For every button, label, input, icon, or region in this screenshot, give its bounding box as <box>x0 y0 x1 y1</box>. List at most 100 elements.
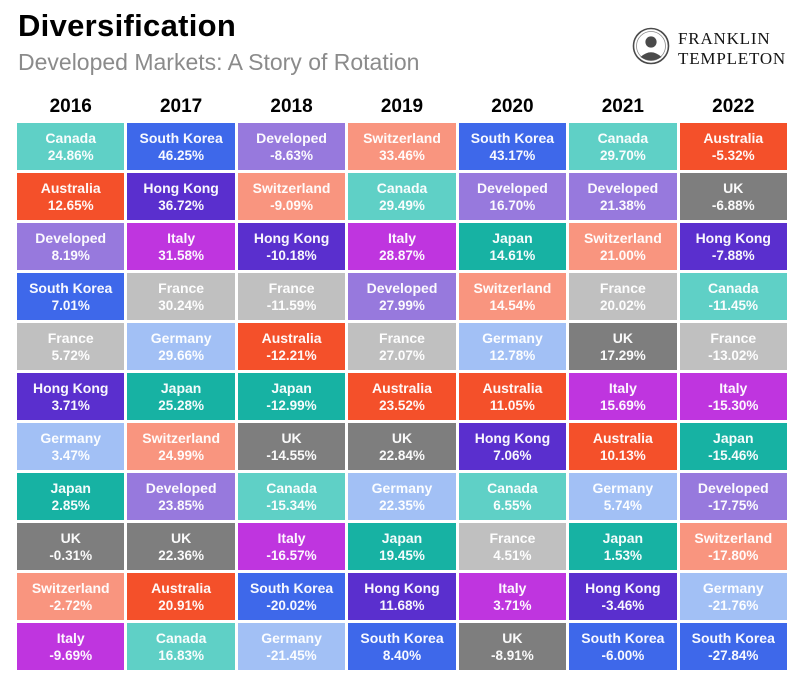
quilt-cell: Switzerland 33.46% <box>348 123 456 170</box>
quilt-cell: Australia 12.65% <box>17 173 125 220</box>
cell-value: 8.40% <box>382 647 422 663</box>
cell-country: Italy <box>608 379 637 396</box>
quilt-cell: Japan 1.53% <box>569 523 677 570</box>
cell-value: 23.85% <box>158 497 205 513</box>
cell-country: Switzerland <box>252 179 331 196</box>
cell-value: 16.70% <box>489 197 536 213</box>
franklin-portrait-icon <box>631 26 671 71</box>
cell-value: 8.19% <box>51 247 90 263</box>
cell-value: 19.45% <box>379 547 425 563</box>
cell-value: -3.46% <box>601 597 645 613</box>
cell-value: 22.84% <box>379 447 425 463</box>
cell-country: Hong Kong <box>253 229 330 246</box>
quilt-cell: UK -6.88% <box>679 173 787 220</box>
cell-value: -21.76% <box>708 597 759 613</box>
quilt-cell: Switzerland -17.80% <box>679 523 787 570</box>
quilt-cell: Japan 19.45% <box>348 523 456 570</box>
cell-country: UK <box>391 429 413 446</box>
cell-country: France <box>47 329 94 346</box>
cell-country: Switzerland <box>583 229 662 246</box>
quilt-cell: Developed 8.19% <box>17 223 125 270</box>
cell-country: Germany <box>482 329 543 346</box>
cell-value: -20.02% <box>266 597 317 613</box>
cell-value: 3.71% <box>51 397 90 413</box>
cell-value: 46.25% <box>158 147 205 163</box>
quilt-cell: Japan 25.28% <box>127 373 235 420</box>
cell-value: 4.51% <box>493 547 532 563</box>
cell-country: France <box>268 279 315 296</box>
cell-country: Hong Kong <box>33 379 109 396</box>
cell-value: -9.09% <box>270 197 313 213</box>
cell-country: Japan <box>271 379 312 396</box>
cell-country: Switzerland <box>142 429 221 446</box>
cell-country: Germany <box>702 579 764 596</box>
year-header: 2021 <box>601 96 644 117</box>
quilt-cell: South Korea -27.84% <box>679 623 787 670</box>
quilt-cell: UK 22.36% <box>127 523 235 570</box>
year-header: 2017 <box>159 96 203 117</box>
quilt-cell: Australia 20.91% <box>127 573 235 620</box>
quilt-cell: France 5.72% <box>17 323 125 370</box>
cell-value: -6.88% <box>711 197 755 213</box>
quilt-cell: Germany 12.78% <box>458 323 567 370</box>
quilt-cell: Germany -21.76% <box>679 573 787 620</box>
cell-value: -6.00% <box>601 647 645 663</box>
quilt-grid: Canada 24.86% South Korea 46.25% Developed -8… <box>17 123 787 670</box>
cell-country: Italy <box>56 629 85 646</box>
cell-country: Developed <box>366 279 438 296</box>
cell-country: South Korea <box>139 129 223 146</box>
year-row: 2016 2017 2018 2019 2020 2021 2022 <box>17 96 787 118</box>
cell-value: 36.72% <box>158 197 205 213</box>
cell-value: -2.72% <box>49 597 93 613</box>
cell-country: Developed <box>35 229 107 246</box>
quilt-cell: UK 17.29% <box>569 323 677 370</box>
quilt-cell: Canada 16.83% <box>127 623 235 670</box>
cell-country: France <box>710 329 757 346</box>
cell-country: Hong Kong <box>585 579 661 596</box>
cell-country: UK <box>723 179 744 196</box>
cell-country: Australia <box>261 329 322 346</box>
page-header: Diversification Developed Markets: A Sto… <box>18 8 419 75</box>
quilt-cell: Australia -5.32% <box>679 123 787 170</box>
cell-value: 20.02% <box>599 297 646 313</box>
cell-country: UK <box>60 529 81 546</box>
cell-value: 11.05% <box>489 397 535 413</box>
cell-country: Switzerland <box>363 129 441 146</box>
quilt-cell: Hong Kong 3.71% <box>17 373 125 420</box>
quilt-cell: Germany -21.45% <box>237 623 346 670</box>
cell-country: France <box>599 279 646 296</box>
quilt-cell: Developed 16.70% <box>458 173 567 220</box>
cell-value: 7.06% <box>493 447 532 463</box>
year-header: 2020 <box>491 96 534 117</box>
quilt-cell: Germany 3.47% <box>17 423 125 470</box>
quilt-cell: South Korea -20.02% <box>237 573 346 620</box>
cell-country: Australia <box>592 429 653 446</box>
cell-value: 10.13% <box>599 447 646 463</box>
cell-country: Canada <box>487 479 538 496</box>
cell-value: 15.69% <box>599 397 646 413</box>
cell-value: 2.85% <box>51 497 90 513</box>
quilt-cell: Developed -8.63% <box>237 123 346 170</box>
cell-value: -21.45% <box>266 647 317 663</box>
cell-value: 11.68% <box>379 597 425 613</box>
cell-country: Italy <box>167 229 196 246</box>
cell-country: Australia <box>372 379 432 396</box>
cell-country: Canada <box>707 279 759 296</box>
quilt-cell: Japan 2.85% <box>17 473 125 520</box>
cell-country: Canada <box>45 129 96 146</box>
logo-wordmark: FRANKLIN TEMPLETON <box>678 29 786 67</box>
cell-value: -10.18% <box>266 247 317 263</box>
cell-value: -15.46% <box>708 447 759 463</box>
quilt-cell: Hong Kong 11.68% <box>348 573 456 620</box>
cell-value: 23.52% <box>379 397 425 413</box>
cell-country: Canada <box>155 629 207 646</box>
cell-country: Italy <box>387 229 416 246</box>
cell-country: South Korea <box>360 629 444 646</box>
quilt-cell: UK -8.91% <box>458 623 567 670</box>
cell-value: 33.46% <box>379 147 425 163</box>
cell-country: Germany <box>592 479 654 496</box>
quilt-cell: Germany 22.35% <box>348 473 456 520</box>
quilt-cell: France 30.24% <box>127 273 235 320</box>
cell-value: 14.61% <box>489 247 536 263</box>
cell-value: -9.69% <box>49 647 93 663</box>
